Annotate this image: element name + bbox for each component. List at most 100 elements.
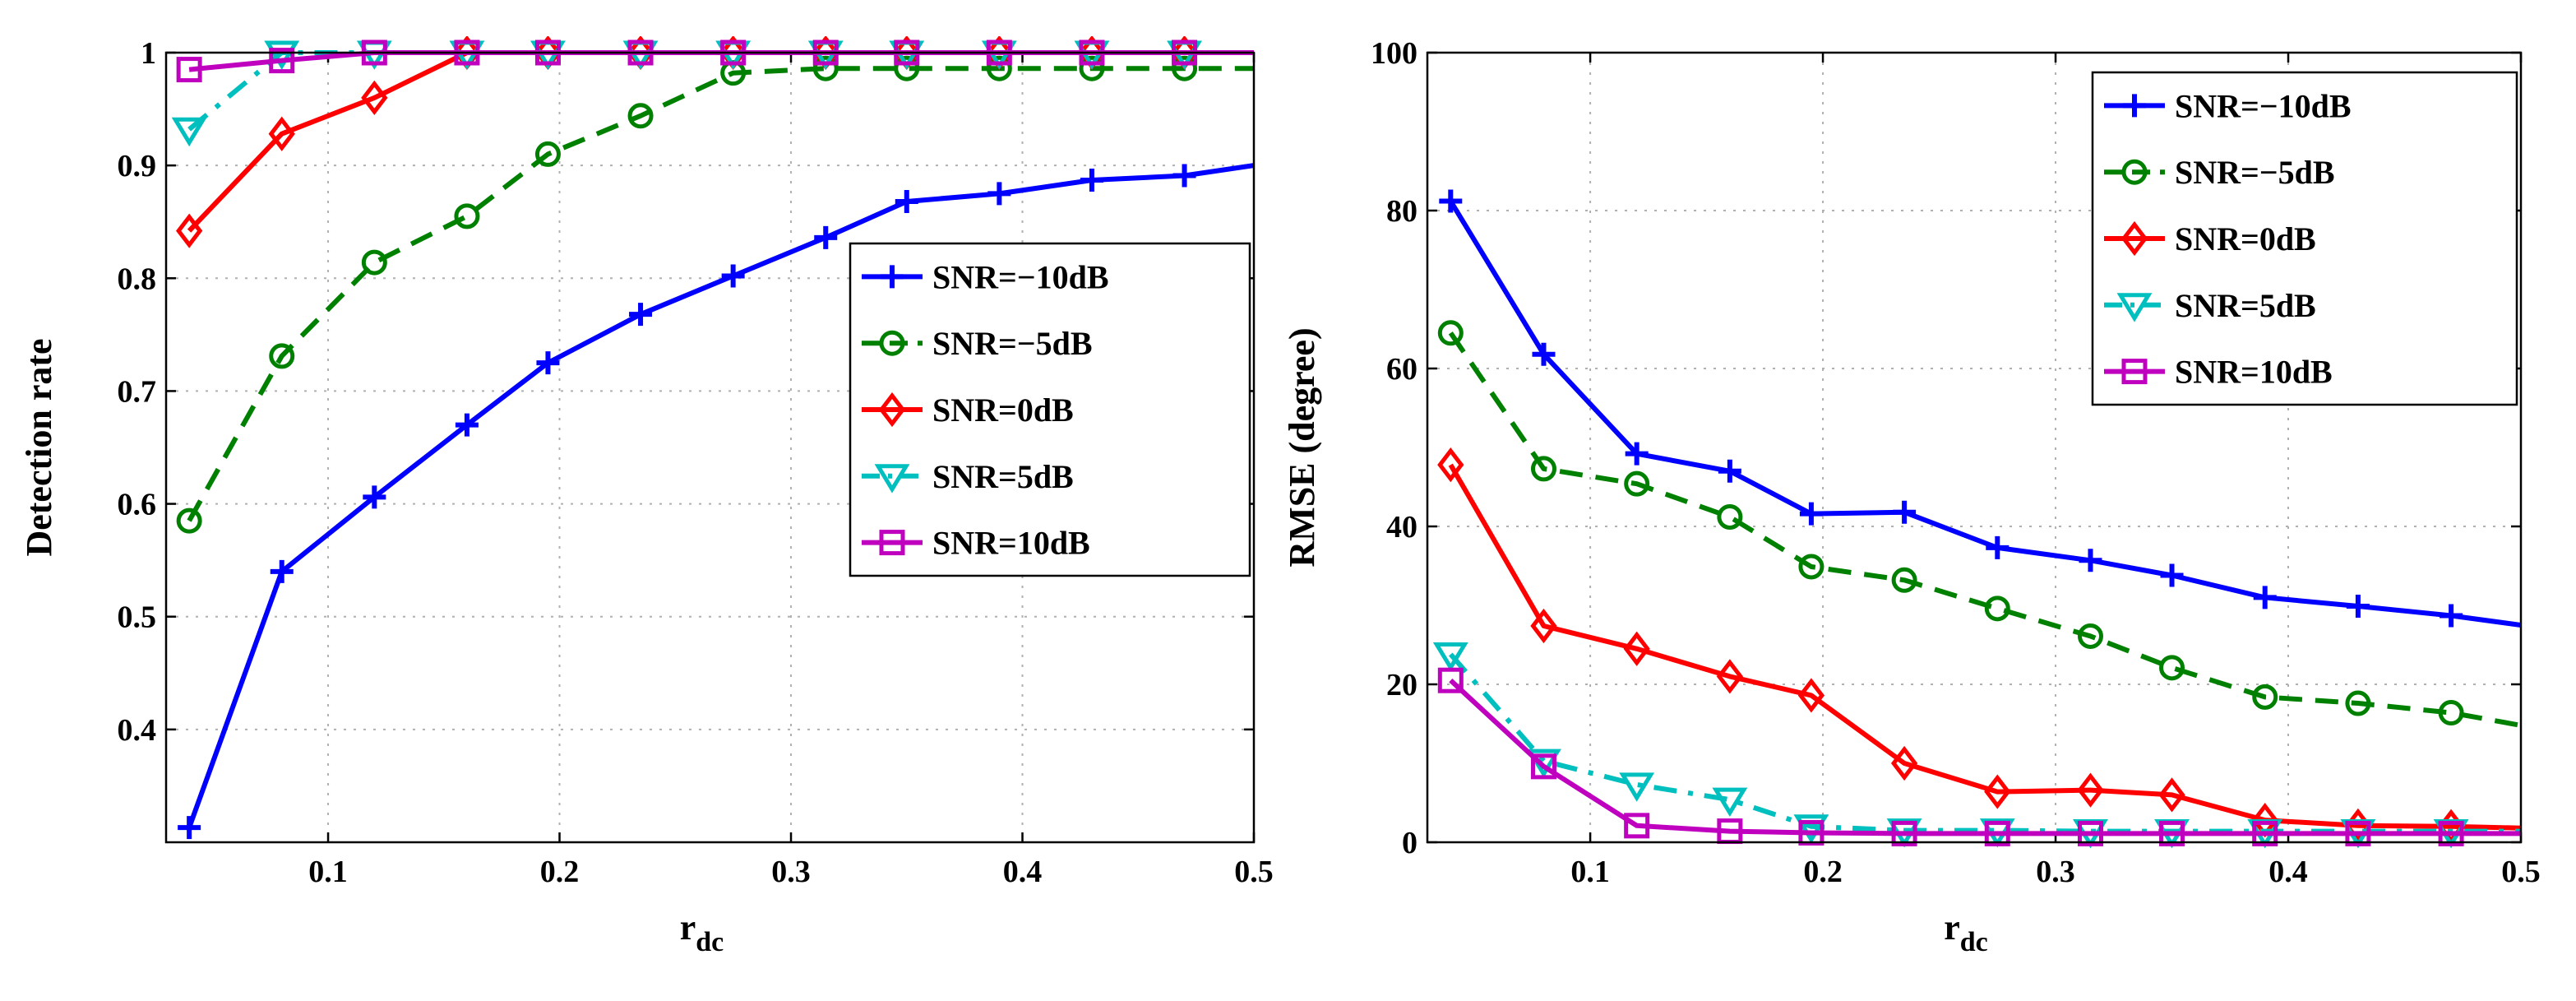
legend-entry: SNR=5dB (862, 458, 1074, 495)
marker-plus (895, 190, 918, 214)
plot-frame (164, 51, 1256, 844)
marker-circle (2159, 655, 2185, 681)
series-line (1448, 331, 2521, 728)
legend-label: SNR=10dB (932, 525, 1090, 562)
marker-plus (1718, 459, 1741, 483)
chart-2: 0.1 0.2 0.3 0.4 0.5 0 20 40 60 80 100 rdc RMSE (degr… (1282, 36, 2541, 957)
legend-entry: SNR=−5dB (862, 325, 1093, 362)
marker-plus (1799, 502, 1823, 526)
marker-triangle (264, 40, 300, 70)
legend: SNR=−10dB SNR=−5dB SNR=0dB SNR=5dB SNR=10dB (2091, 71, 2518, 406)
marker-circle (176, 507, 202, 534)
marker-circle (986, 55, 1012, 81)
legend-label: SNR=0dB (932, 392, 1074, 429)
marker-circle (812, 55, 839, 81)
legend-entry: SNR=0dB (2104, 220, 2316, 257)
marker-circle (2438, 700, 2464, 726)
marker-circle (534, 141, 561, 167)
marker-square (269, 48, 295, 74)
marker-square (1624, 813, 1650, 839)
x-tick-label: 0.4 (2268, 855, 2308, 889)
marker-diamond (1623, 631, 1650, 666)
marker-plus (1625, 442, 1649, 466)
marker-plus (2346, 594, 2370, 618)
marker-diamond (878, 392, 906, 428)
x-tick-label: 0.2 (540, 855, 580, 889)
marker-square (1984, 820, 2010, 846)
marker-circle (1079, 55, 1105, 81)
y-tick-label: 20 (1386, 668, 1417, 702)
legend-label: SNR=5dB (932, 458, 1074, 495)
marker-plus (363, 485, 386, 509)
marker-triangle (1712, 787, 1748, 817)
marker-plus (814, 225, 838, 249)
marker-plus (2253, 586, 2277, 609)
y-tick-label: 0.8 (118, 262, 157, 296)
marker-circle (1437, 320, 1464, 346)
marker-diamond (1797, 678, 1825, 713)
marker-circle (879, 330, 905, 356)
marker-diamond (2077, 772, 2104, 808)
marker-plus (1893, 500, 1917, 524)
marker-plus (629, 303, 653, 327)
marker-circle (1798, 554, 1824, 580)
legend-label: SNR=−5dB (932, 325, 1093, 362)
marker-triangle (2116, 293, 2153, 322)
marker-plus (1986, 535, 2009, 559)
marker-plus (987, 182, 1011, 206)
marker-square (2345, 820, 2371, 846)
marker-plus (455, 413, 479, 437)
marker-plus (178, 816, 201, 840)
marker-plus (1439, 189, 1463, 213)
marker-circle (627, 103, 654, 129)
legend-entry: SNR=5dB (2104, 287, 2316, 324)
series-1 (178, 163, 1254, 840)
marker-diamond (268, 116, 295, 151)
x-tick-label: 0.3 (771, 855, 811, 889)
marker-circle (1891, 567, 1917, 593)
marker-circle (2345, 690, 2371, 716)
marker-circle (269, 343, 295, 369)
x-tick-label: 0.3 (2036, 855, 2075, 889)
x-axis-label-sub: dc (1960, 927, 1988, 957)
legend-label: SNR=10dB (2175, 354, 2333, 391)
x-axis-label-main: r (680, 907, 696, 948)
y-tick-label: 1 (141, 36, 156, 71)
marker-square (2252, 820, 2278, 846)
marker-square (2077, 820, 2103, 846)
marker-circle (1717, 503, 1743, 530)
marker-square (1437, 667, 1464, 693)
legend-entry: SNR=10dB (862, 525, 1090, 562)
marker-diamond (2158, 777, 2185, 813)
legend-entry: SNR=0dB (862, 392, 1074, 429)
marker-circle (2252, 684, 2278, 710)
legend-label: SNR=−10dB (2175, 87, 2352, 124)
y-axis-label: RMSE (degree) (1282, 327, 1322, 567)
marker-diamond (1437, 447, 1464, 483)
legend-label: SNR=−10dB (932, 258, 1109, 295)
series-line (1448, 463, 2521, 831)
legend-label: SNR=−5dB (2175, 154, 2335, 191)
marker-square (2121, 359, 2148, 385)
x-tick-label: 0.1 (308, 855, 348, 889)
y-tick-label: 0.7 (118, 374, 157, 409)
marker-plus (2440, 604, 2463, 628)
legend: SNR=−10dB SNR=−5dB SNR=0dB SNR=5dB SNR=10dB (849, 242, 1251, 577)
y-tick-label: 0.9 (118, 149, 157, 183)
series-2 (1437, 320, 2521, 728)
marker-circle (1624, 470, 1650, 497)
series-line (1449, 678, 2521, 836)
x-axis-label: rdc (1944, 907, 1988, 957)
y-tick-label: 40 (1386, 510, 1417, 545)
series-5 (1437, 667, 2521, 846)
legend-entry: SNR=−5dB (2104, 154, 2335, 191)
marker-circle (454, 203, 480, 229)
marker-square (879, 530, 905, 556)
marker-triangle (874, 464, 910, 494)
legend-entry: SNR=−10dB (862, 258, 1109, 295)
marker-square (2438, 820, 2464, 846)
marker-circle (1172, 55, 1198, 81)
marker-square (1530, 753, 1556, 780)
marker-circle (1530, 456, 1556, 482)
